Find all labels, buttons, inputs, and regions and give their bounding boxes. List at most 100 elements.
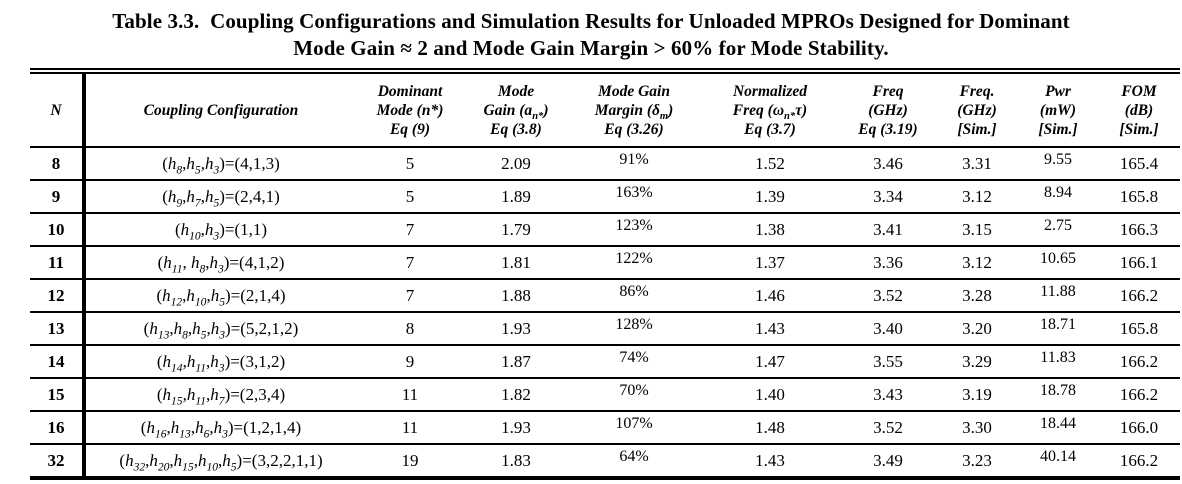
raised-value: 9.55 <box>1044 150 1072 168</box>
table-row: 8 (h8,h5,h3)=(4,1,3) 5 2.09 91% 1.52 3.46 3.31 9… <box>30 147 1180 181</box>
caption-line-2: Mode Gain ≈ 2 and Mode Gain Margin > 60%… <box>293 36 889 60</box>
cell-gain_margin: 163% <box>568 180 700 214</box>
cell-pwr_sim: 40.14 <box>1018 444 1098 479</box>
cell-freq_sim: 3.31 <box>936 147 1018 181</box>
column-header-norm_freq: Normalized Freq (ωn*τ) Eq (3.7) <box>700 71 840 148</box>
raised-value: 18.78 <box>1040 381 1076 399</box>
cell-fom_sim: 166.2 <box>1098 378 1180 412</box>
cell-coupling: (h12,h10,h5)=(2,1,4) <box>84 279 356 313</box>
cell-pwr_sim: 11.88 <box>1018 279 1098 313</box>
cell-mode_gain: 1.89 <box>464 180 568 214</box>
cell-coupling: (h13,h8,h5,h3)=(5,2,1,2) <box>84 312 356 346</box>
results-table-body: 8 (h8,h5,h3)=(4,1,3) 5 2.09 91% 1.52 3.46 3.31 9… <box>30 147 1180 479</box>
table-row: 14 (h14,h11,h3)=(3,1,2) 9 1.87 74% 1.47 3.55 3.… <box>30 345 1180 379</box>
raised-value: 86% <box>619 282 649 300</box>
cell-dominant_mode: 9 <box>356 345 464 379</box>
cell-freq_sim: 3.29 <box>936 345 1018 379</box>
cell-coupling: (h9,h7,h5)=(2,4,1) <box>84 180 356 214</box>
cell-freq_sim: 3.12 <box>936 180 1018 214</box>
cell-gain_margin: 70% <box>568 378 700 412</box>
cell-pwr_sim: 18.71 <box>1018 312 1098 346</box>
cell-n: 32 <box>30 444 86 479</box>
raised-value: 11.88 <box>1040 282 1076 300</box>
raised-value: 91% <box>619 150 649 168</box>
cell-freq_eq: 3.34 <box>840 180 936 214</box>
cell-gain_margin: 86% <box>568 279 700 313</box>
cell-mode_gain: 1.93 <box>464 312 568 346</box>
raised-value: 163% <box>615 183 653 201</box>
cell-mode_gain: 2.09 <box>464 147 568 181</box>
cell-freq_sim: 3.23 <box>936 444 1018 479</box>
table-row: 11 (h11, h8,h3)=(4,1,2) 7 1.81 122% 1.37 3.36 3… <box>30 246 1180 280</box>
cell-norm_freq: 1.52 <box>700 147 840 181</box>
raised-value: 40.14 <box>1040 447 1076 465</box>
cell-mode_gain: 1.93 <box>464 411 568 445</box>
raised-value: 122% <box>615 249 653 267</box>
cell-gain_margin: 64% <box>568 444 700 479</box>
cell-pwr_sim: 9.55 <box>1018 147 1098 181</box>
cell-pwr_sim: 11.83 <box>1018 345 1098 379</box>
raised-value: 11.83 <box>1040 348 1076 366</box>
cell-fom_sim: 166.3 <box>1098 213 1180 247</box>
table-row: 32 (h32,h20,h15,h10,h5)=(3,2,2,1,1) 19 1.83… <box>30 444 1180 479</box>
cell-norm_freq: 1.40 <box>700 378 840 412</box>
cell-dominant_mode: 11 <box>356 378 464 412</box>
cell-fom_sim: 166.0 <box>1098 411 1180 445</box>
column-header-freq_eq: Freq (GHz) Eq (3.19) <box>840 71 936 148</box>
cell-gain_margin: 123% <box>568 213 700 247</box>
cell-dominant_mode: 5 <box>356 180 464 214</box>
cell-gain_margin: 74% <box>568 345 700 379</box>
cell-n: 12 <box>30 279 86 313</box>
cell-norm_freq: 1.39 <box>700 180 840 214</box>
cell-coupling: (h15,h11,h7)=(2,3,4) <box>84 378 356 412</box>
raised-value: 64% <box>619 447 649 465</box>
cell-mode_gain: 1.83 <box>464 444 568 479</box>
cell-n: 9 <box>30 180 86 214</box>
cell-n: 8 <box>30 147 86 181</box>
cell-norm_freq: 1.48 <box>700 411 840 445</box>
table-row: 13 (h13,h8,h5,h3)=(5,2,1,2) 8 1.93 128% 1.43 3… <box>30 312 1180 346</box>
cell-norm_freq: 1.37 <box>700 246 840 280</box>
results-table-header: N Coupling Configuration Dominant Mode (n*)… <box>30 71 1180 148</box>
cell-n: 15 <box>30 378 86 412</box>
cell-freq_eq: 3.46 <box>840 147 936 181</box>
column-header-coupling: Coupling Configuration <box>84 71 356 148</box>
column-header-pwr_sim: Pwr (mW) [Sim.] <box>1018 71 1098 148</box>
cell-coupling: (h32,h20,h15,h10,h5)=(3,2,2,1,1) <box>84 444 356 479</box>
column-header-freq_sim: Freq. (GHz) [Sim.] <box>936 71 1018 148</box>
cell-freq_eq: 3.43 <box>840 378 936 412</box>
cell-freq_eq: 3.36 <box>840 246 936 280</box>
cell-coupling: (h16,h13,h6,h3)=(1,2,1,4) <box>84 411 356 445</box>
cell-gain_margin: 122% <box>568 246 700 280</box>
raised-value: 18.44 <box>1040 414 1076 432</box>
caption-line-1: Table 3.3. Coupling Configurations and S… <box>112 9 1070 33</box>
table-row: 10 (h10,h3)=(1,1) 7 1.79 123% 1.38 3.41 3.15 2.7… <box>30 213 1180 247</box>
raised-value: 128% <box>615 315 653 333</box>
cell-n: 11 <box>30 246 86 280</box>
cell-mode_gain: 1.82 <box>464 378 568 412</box>
cell-dominant_mode: 19 <box>356 444 464 479</box>
cell-freq_eq: 3.41 <box>840 213 936 247</box>
cell-dominant_mode: 7 <box>356 213 464 247</box>
column-header-gain_margin: Mode Gain Margin (δm) Eq (3.26) <box>568 71 700 148</box>
raised-value: 10.65 <box>1040 249 1076 267</box>
cell-dominant_mode: 8 <box>356 312 464 346</box>
cell-freq_eq: 3.52 <box>840 279 936 313</box>
cell-freq_eq: 3.55 <box>840 345 936 379</box>
header-row: N Coupling Configuration Dominant Mode (n*)… <box>30 71 1180 148</box>
raised-value: 123% <box>615 216 653 234</box>
table-row: 12 (h12,h10,h5)=(2,1,4) 7 1.88 86% 1.46 3.52 3.… <box>30 279 1180 313</box>
cell-norm_freq: 1.47 <box>700 345 840 379</box>
raised-value: 8.94 <box>1044 183 1072 201</box>
cell-gain_margin: 107% <box>568 411 700 445</box>
cell-coupling: (h8,h5,h3)=(4,1,3) <box>84 147 356 181</box>
cell-fom_sim: 166.2 <box>1098 345 1180 379</box>
column-header-n: N <box>30 71 86 148</box>
cell-norm_freq: 1.46 <box>700 279 840 313</box>
cell-freq_eq: 3.49 <box>840 444 936 479</box>
cell-freq_sim: 3.12 <box>936 246 1018 280</box>
cell-pwr_sim: 2.75 <box>1018 213 1098 247</box>
cell-norm_freq: 1.43 <box>700 444 840 479</box>
raised-value: 74% <box>619 348 649 366</box>
column-header-fom_sim: FOM (dB) [Sim.] <box>1098 71 1180 148</box>
